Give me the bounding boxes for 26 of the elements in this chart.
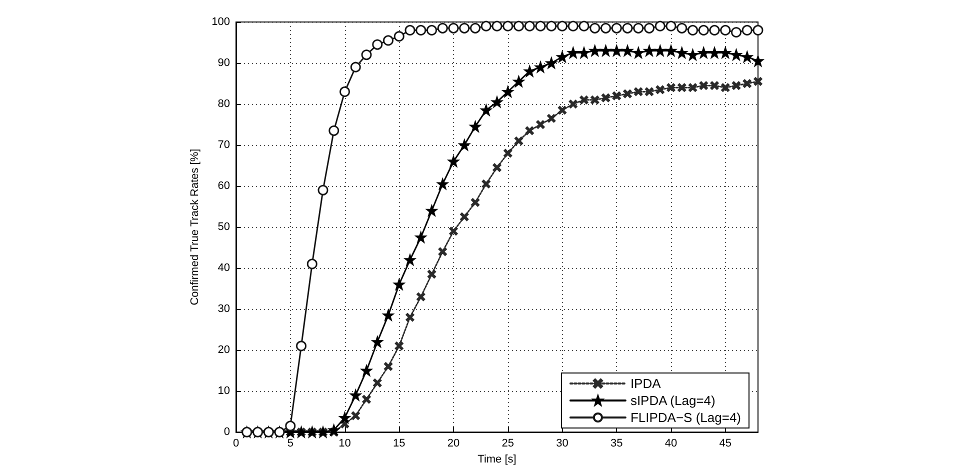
y-tick-label: 20 <box>218 344 230 356</box>
x-tick-label: 10 <box>338 438 351 450</box>
x-tick-label: 25 <box>502 438 514 450</box>
y-tick-label: 60 <box>218 180 230 192</box>
legend-label: IPDA <box>630 376 662 391</box>
x-tick-label: 35 <box>610 438 623 450</box>
y-tick-label: 10 <box>218 385 230 398</box>
x-tick-label: 15 <box>393 438 406 450</box>
y-tick-label: 90 <box>218 57 230 70</box>
x-tick-label: 40 <box>664 438 678 450</box>
y-tick-label: 100 <box>212 16 230 28</box>
y-tick-label: 70 <box>218 139 230 152</box>
x-tick-label: 20 <box>447 438 460 450</box>
y-axis-title: Confirmed True Track Rates [%] <box>189 148 202 306</box>
x-tick-label: 30 <box>556 438 568 450</box>
legend-label: sIPDA (Lag=4) <box>630 393 716 408</box>
legend-label: FLIPDA−S (Lag=4) <box>630 410 742 425</box>
y-tick-label: 30 <box>218 303 230 316</box>
x-tick-label: 5 <box>287 438 294 450</box>
y-tick-label: 40 <box>218 262 230 274</box>
x-tick-label: 0 <box>232 438 240 450</box>
y-tick-label: 50 <box>218 221 230 234</box>
x-tick-label: 45 <box>719 438 732 450</box>
x-axis-title: Time [s] <box>478 454 516 466</box>
y-tick-label: 80 <box>218 98 230 110</box>
y-tick-label: 0 <box>224 426 230 438</box>
